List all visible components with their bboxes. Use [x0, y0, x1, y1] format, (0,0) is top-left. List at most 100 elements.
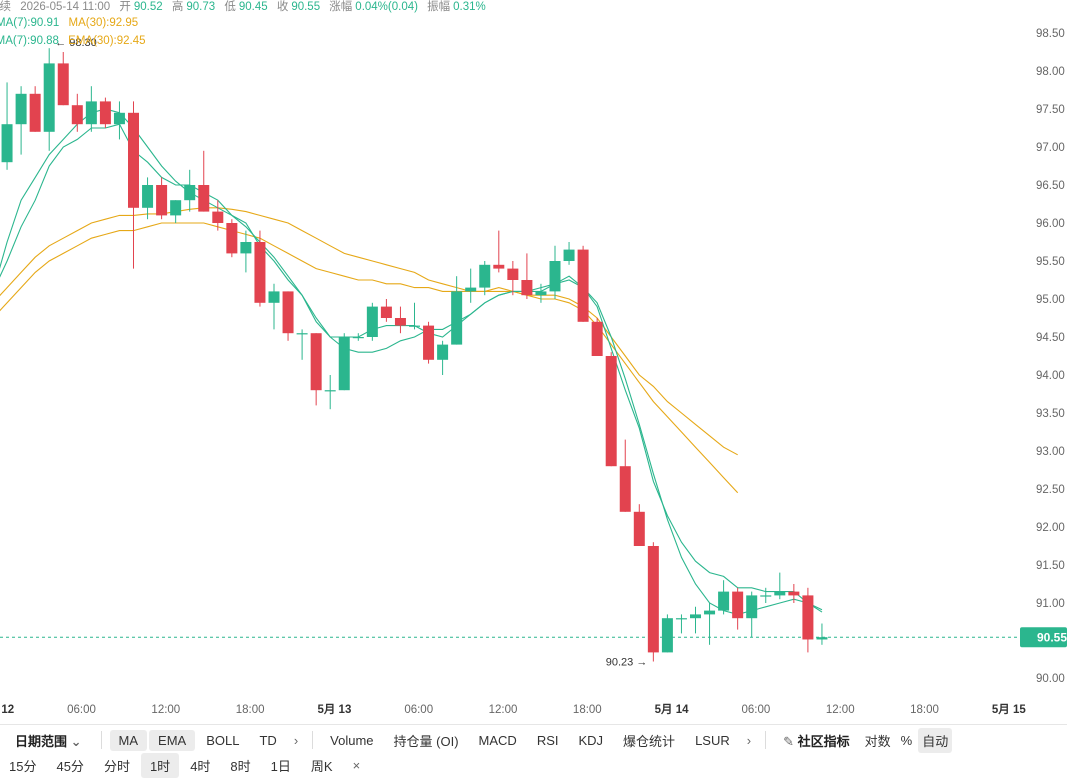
- indicator-rsi[interactable]: RSI: [536, 732, 559, 748]
- candle-body: [1, 124, 13, 163]
- candle-body: [788, 591, 800, 596]
- indicator-volume[interactable]: Volume: [330, 732, 374, 748]
- indicator-lsur[interactable]: LSUR: [695, 732, 730, 748]
- candle-body: [690, 614, 701, 619]
- auto-scale-toggle[interactable]: 自动: [918, 727, 953, 753]
- divider: [765, 731, 767, 749]
- candle-body: [479, 264, 491, 288]
- y-tick-label: 94.50: [1036, 332, 1065, 344]
- current-price-tag: [1020, 627, 1067, 648]
- candle-body: [816, 637, 828, 640]
- y-tick-label: 93.50: [1036, 408, 1065, 420]
- indicator-boll[interactable]: BOLL: [206, 732, 240, 748]
- legend-prefix: 东续: [0, 1, 11, 13]
- candle-body: [451, 291, 463, 345]
- legend-close-label: 收: [276, 1, 289, 13]
- indicator-kdj[interactable]: KDJ: [578, 732, 604, 748]
- interval-timeshare[interactable]: 分时: [103, 758, 130, 774]
- candle-body: [493, 264, 505, 269]
- x-tick-label: 5月 12: [0, 703, 14, 716]
- x-tick-label: 12:00: [489, 704, 518, 716]
- candle-body: [29, 93, 41, 132]
- candle-body: [282, 291, 294, 334]
- indicator-td[interactable]: TD: [259, 732, 277, 748]
- divider: [100, 731, 102, 749]
- y-tick-label: 92.50: [1036, 484, 1065, 496]
- percent-toggle[interactable]: %: [900, 732, 913, 748]
- chevron-right-icon[interactable]: ›: [293, 732, 299, 748]
- chevron-down-icon: ⌄: [70, 733, 82, 749]
- y-tick-label: 92.00: [1036, 522, 1065, 534]
- interval-45m[interactable]: 45分: [56, 758, 84, 774]
- legend-low: 90.45: [238, 1, 268, 13]
- interval-8h[interactable]: 8时: [230, 758, 251, 774]
- candle-body: [128, 112, 139, 208]
- candle-body: [212, 211, 224, 223]
- candle-body: [760, 595, 772, 597]
- candlestick-chart[interactable]: 98.50 98.00 97.50 97.00 96.50 96.00 95.50 95.00…: [0, 0, 1067, 722]
- legend-ema30: EMA(30):92.45: [68, 35, 146, 47]
- candle-body: [184, 185, 196, 201]
- candle-body: [324, 390, 336, 392]
- candle-body: [338, 337, 350, 391]
- community-indicators-button[interactable]: ✎ 社区指标: [774, 728, 859, 753]
- legend-ma7: MA(7):90.91: [0, 17, 60, 29]
- candle-body: [99, 101, 111, 125]
- community-label: 社区指标: [797, 733, 850, 749]
- candle-body: [577, 249, 589, 322]
- y-tick-label: 91.00: [1036, 598, 1065, 610]
- candle-body: [535, 291, 547, 296]
- candle-body: [156, 185, 168, 216]
- legend-high-label: 高: [171, 1, 184, 13]
- y-tick-label: 94.00: [1036, 370, 1065, 382]
- candle-body: [170, 200, 182, 216]
- candle-body: [296, 333, 308, 335]
- candle-body: [142, 185, 154, 208]
- legend-change: 0.04%(0.04): [355, 1, 418, 13]
- legend-ema7: EMA(7):90.88: [0, 35, 59, 47]
- interval-1d[interactable]: 1日: [270, 758, 291, 774]
- x-tick-label: 18:00: [910, 704, 939, 716]
- price-chart[interactable]: 98.50 98.00 97.50 97.00 96.50 96.00 95.50 95.00…: [0, 0, 1067, 722]
- log-scale-toggle[interactable]: 对数: [864, 733, 891, 749]
- x-tick-label: 12:00: [826, 704, 855, 716]
- divider: [312, 731, 314, 749]
- indicator-ema[interactable]: EMA: [149, 729, 196, 751]
- legend-change-label: 涨幅: [329, 1, 353, 13]
- indicator-ma[interactable]: MA: [109, 729, 148, 751]
- indicator-macd[interactable]: MACD: [478, 732, 517, 748]
- legend-amp-label: 振幅: [427, 1, 451, 13]
- candle-body: [423, 325, 435, 360]
- y-tick-label: 91.50: [1036, 560, 1065, 572]
- ema7-line: [0, 123, 823, 613]
- candle-body: [394, 318, 406, 326]
- candle-body: [521, 280, 533, 296]
- candle-body: [198, 185, 210, 212]
- chevron-right-icon[interactable]: ›: [746, 732, 752, 748]
- legend-close: 90.55: [291, 1, 321, 13]
- candle-body: [352, 337, 364, 339]
- candle-body: [57, 63, 69, 106]
- y-tick-label: 95.50: [1036, 256, 1065, 268]
- candle-body: [113, 112, 125, 125]
- candle-body: [85, 101, 97, 125]
- interval-1h[interactable]: 1时: [140, 752, 180, 778]
- y-tick-label: 96.00: [1036, 218, 1065, 230]
- interval-4h[interactable]: 4时: [190, 758, 211, 774]
- candle-body: [563, 249, 575, 261]
- y-tick-label: 98.00: [1036, 66, 1065, 78]
- close-icon[interactable]: ×: [352, 757, 361, 773]
- interval-week[interactable]: 周K: [310, 758, 333, 774]
- y-tick-label: 93.00: [1036, 446, 1065, 458]
- candle-body: [605, 356, 617, 467]
- indicator-liquidation[interactable]: 爆仓统计: [623, 733, 676, 749]
- candle-body: [661, 618, 673, 653]
- candle-body: [732, 591, 744, 619]
- date-range-button[interactable]: 日期范围 ⌄: [6, 728, 91, 753]
- candle-body: [437, 344, 449, 360]
- candle-body: [310, 333, 322, 391]
- x-tick-label: 12:00: [151, 704, 180, 716]
- interval-15m[interactable]: 15分: [9, 758, 37, 774]
- ma30-line: [0, 207, 738, 456]
- indicator-oi[interactable]: 持仓量 (OI): [393, 733, 459, 749]
